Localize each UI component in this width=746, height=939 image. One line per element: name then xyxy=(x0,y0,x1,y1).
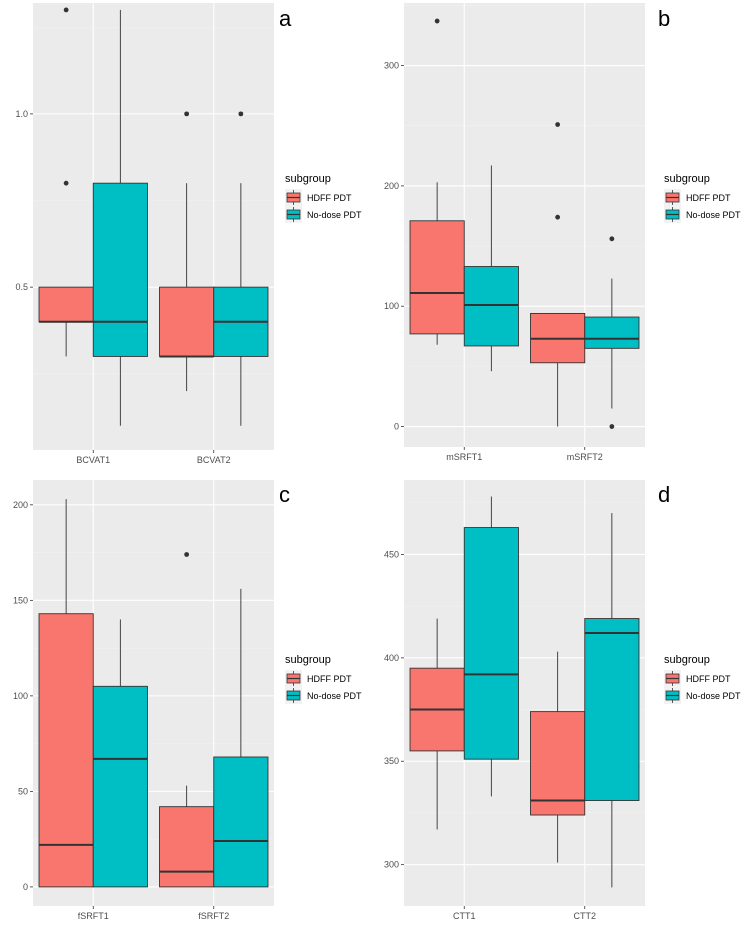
box-no-dose-pdt-ctt2 xyxy=(584,513,640,888)
legend: subgroup HDFF PDT No-dose PDT xyxy=(664,654,741,704)
x-tick-label: BCVAT2 xyxy=(197,455,231,465)
y-tick-label: 300 xyxy=(384,860,399,870)
y-tick-label: 400 xyxy=(384,653,399,663)
box-body xyxy=(159,286,215,357)
legend-key-no-dose-pdt xyxy=(285,687,302,704)
outlier-point xyxy=(184,552,190,557)
legend: subgroup HDFF PDT No-dose PDT xyxy=(285,654,362,704)
outlier-point xyxy=(434,18,440,24)
legend-label: HDFF PDT xyxy=(307,193,352,203)
box-hdff-pdt-msrft1 xyxy=(409,18,465,345)
x-tick-label: mSRFT2 xyxy=(567,452,603,462)
x-tick-label: mSRFT1 xyxy=(446,452,482,462)
legend: subgroup HDFF PDT No-dose PDT xyxy=(664,173,741,223)
y-tick-label: 0.5 xyxy=(15,282,28,292)
y-tick-label: 150 xyxy=(13,595,28,605)
y-tick-label: 0 xyxy=(394,422,399,432)
x-tick-label: fSRFT2 xyxy=(198,911,229,921)
y-tick-label: 350 xyxy=(384,756,399,766)
legend-label: HDFF PDT xyxy=(307,674,352,684)
outlier-point xyxy=(238,111,244,117)
box-body xyxy=(92,182,148,357)
box-hdff-pdt-msrft2 xyxy=(530,122,586,427)
legend-key-hdff-pdt xyxy=(285,670,302,687)
legend-key-hdff-pdt xyxy=(285,189,302,206)
legend-title: subgroup xyxy=(285,173,331,185)
box-hdff-pdt-fsrft2 xyxy=(159,552,215,888)
outlier-point xyxy=(63,7,69,13)
legend-label: HDFF PDT xyxy=(686,193,731,203)
panel-letter: b xyxy=(658,6,670,31)
panel-d: 300 350 400 450 CTT1 CTT2 d subgroup HDFF PDT No-… xyxy=(384,480,741,921)
box-no-dose-pdt-bcvat2 xyxy=(213,111,269,426)
x-tick-label: CTT2 xyxy=(574,911,597,921)
outlier-point xyxy=(184,111,190,117)
x-tick-label: CTT1 xyxy=(453,911,476,921)
y-tick-label: 200 xyxy=(384,181,399,191)
box-body xyxy=(159,806,215,888)
legend-key-no-dose-pdt xyxy=(664,206,681,223)
box-body xyxy=(463,266,519,347)
y-tick-label: 100 xyxy=(13,691,28,701)
y-tick-label: 450 xyxy=(384,549,399,559)
box-hdff-pdt-bcvat2 xyxy=(159,111,215,392)
panel-a: 0.5 1.0 BCVAT1 BCVAT2 a subgroup HDFF PDT No-do… xyxy=(15,3,362,465)
box-hdff-pdt-bcvat1 xyxy=(38,7,94,357)
y-tick-label: 1.0 xyxy=(15,109,28,119)
panel-letter: c xyxy=(279,482,290,507)
legend: subgroup HDFF PDT No-dose PDT xyxy=(285,173,362,223)
legend-key-hdff-pdt xyxy=(664,189,681,206)
legend-key-hdff-pdt xyxy=(664,670,681,687)
box-no-dose-pdt-fsrft2 xyxy=(213,588,269,888)
outlier-point xyxy=(609,424,615,429)
y-tick-label: 50 xyxy=(18,786,28,796)
legend-label: No-dose PDT xyxy=(686,691,741,701)
box-body xyxy=(213,756,269,888)
y-tick-label: 100 xyxy=(384,301,399,311)
panel-b: 0 100 200 300 mSRFT1 mSRFT2 b subgroup HDFF PDT N… xyxy=(384,3,741,462)
outlier-point xyxy=(555,122,561,127)
legend-label: HDFF PDT xyxy=(686,674,731,684)
legend-label: No-dose PDT xyxy=(307,691,362,701)
box-no-dose-pdt-msrft2 xyxy=(584,236,640,429)
box-body xyxy=(584,316,640,349)
outlier-point xyxy=(555,214,561,220)
box-no-dose-pdt-bcvat1 xyxy=(92,9,148,426)
box-body xyxy=(463,527,519,760)
box-no-dose-pdt-msrft1 xyxy=(463,165,519,372)
box-hdff-pdt-ctt1 xyxy=(409,618,465,830)
panel-letter: d xyxy=(658,482,670,507)
outlier-point xyxy=(63,180,69,186)
legend-key-no-dose-pdt xyxy=(285,206,302,223)
legend-label: No-dose PDT xyxy=(686,210,741,220)
box-body xyxy=(584,618,640,801)
x-tick-label: fSRFT1 xyxy=(78,911,109,921)
box-body xyxy=(92,685,148,888)
box-body xyxy=(38,613,94,888)
legend-title: subgroup xyxy=(664,654,710,666)
box-no-dose-pdt-ctt1 xyxy=(463,496,519,797)
y-tick-label: 200 xyxy=(13,500,28,510)
panel-background xyxy=(33,3,274,450)
legend-title: subgroup xyxy=(285,654,331,666)
y-tick-label: 300 xyxy=(384,61,399,71)
panel-c: 0 50 100 150 200 fSRFT1 fSRFT2 c subgroup HDFF PD… xyxy=(13,480,362,921)
legend-key-no-dose-pdt xyxy=(664,687,681,704)
y-tick-label: 0 xyxy=(23,882,28,892)
outlier-point xyxy=(609,236,615,242)
x-tick-label: BCVAT1 xyxy=(76,455,110,465)
box-no-dose-pdt-fsrft1 xyxy=(92,619,148,888)
box-body xyxy=(409,220,465,335)
panel-letter: a xyxy=(279,6,292,31)
legend-title: subgroup xyxy=(664,173,710,185)
box-body xyxy=(38,286,94,323)
legend-label: No-dose PDT xyxy=(307,210,362,220)
box-body xyxy=(530,711,586,816)
